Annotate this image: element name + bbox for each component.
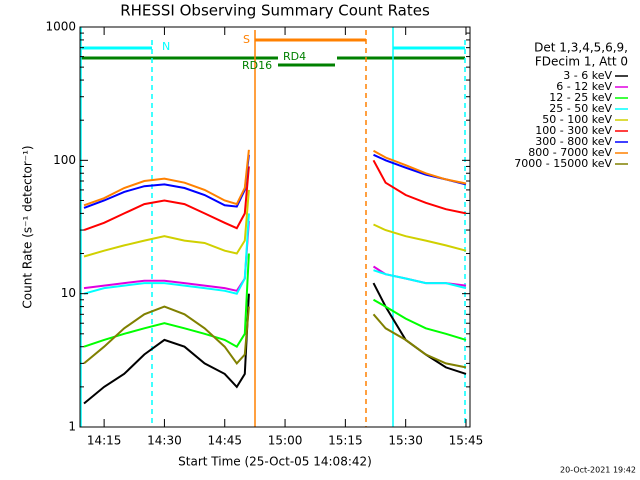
legend-label: 50 - 100 keV <box>542 113 612 126</box>
vertical-markers <box>80 27 466 427</box>
series-line <box>83 305 467 369</box>
x-tick-label: 15:15 <box>328 434 363 448</box>
series-line <box>83 253 467 349</box>
plot-frame <box>79 26 471 428</box>
x-tick-label: 14:15 <box>87 434 122 448</box>
legend-label: 25 - 50 keV <box>549 102 612 115</box>
x-tick-label: 14:30 <box>147 434 182 448</box>
y-tick-label: 1 <box>68 420 76 434</box>
series-line <box>83 159 467 232</box>
legend-header: FDecim 1, Att 0 <box>535 55 628 69</box>
y-tick-label: 100 <box>53 153 76 167</box>
x-axis-label: Start Time (25-Oct-05 14:08:42) <box>178 455 372 469</box>
series-line <box>83 149 467 207</box>
y-axis-label: Count Rate (s⁻¹ detector⁻¹) <box>21 145 35 308</box>
legend-label: 7000 - 15000 keV <box>514 157 612 170</box>
legend-label: 3 - 6 keV <box>563 69 612 82</box>
x-tick-label: 15:30 <box>388 434 423 448</box>
legend-header: Det 1,3,4,5,6,9, <box>534 41 628 55</box>
y-tick-label: 10 <box>61 286 76 300</box>
legend-label: 12 - 25 keV <box>549 91 612 104</box>
plot-area <box>83 149 467 405</box>
x-tick-label: 15:45 <box>449 434 484 448</box>
legend-label: 300 - 800 keV <box>535 135 612 148</box>
markers <box>80 38 465 67</box>
series-line <box>83 213 467 295</box>
annotation: RD16 <box>242 59 272 72</box>
y-tick-label: 1000 <box>45 20 76 34</box>
chart-title: RHESSI Observing Summary Count Rates <box>120 2 430 20</box>
series-line <box>83 189 467 258</box>
annotation: RD4 <box>283 50 306 63</box>
x-tick-label: 15:00 <box>268 434 303 448</box>
annotation: S <box>243 33 250 46</box>
legend-label: 100 - 300 keV <box>535 124 612 137</box>
x-tick-label: 14:45 <box>207 434 242 448</box>
legend-label: 6 - 12 keV <box>556 80 612 93</box>
legend-label: 800 - 7000 keV <box>528 146 612 159</box>
annotation: N <box>162 40 170 53</box>
footer: 20-Oct-2021 19:42 <box>560 466 636 475</box>
